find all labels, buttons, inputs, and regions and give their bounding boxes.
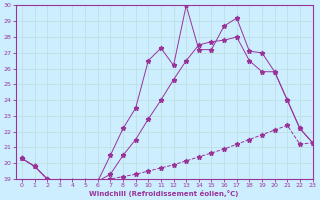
X-axis label: Windchill (Refroidissement éolien,°C): Windchill (Refroidissement éolien,°C) <box>89 190 239 197</box>
